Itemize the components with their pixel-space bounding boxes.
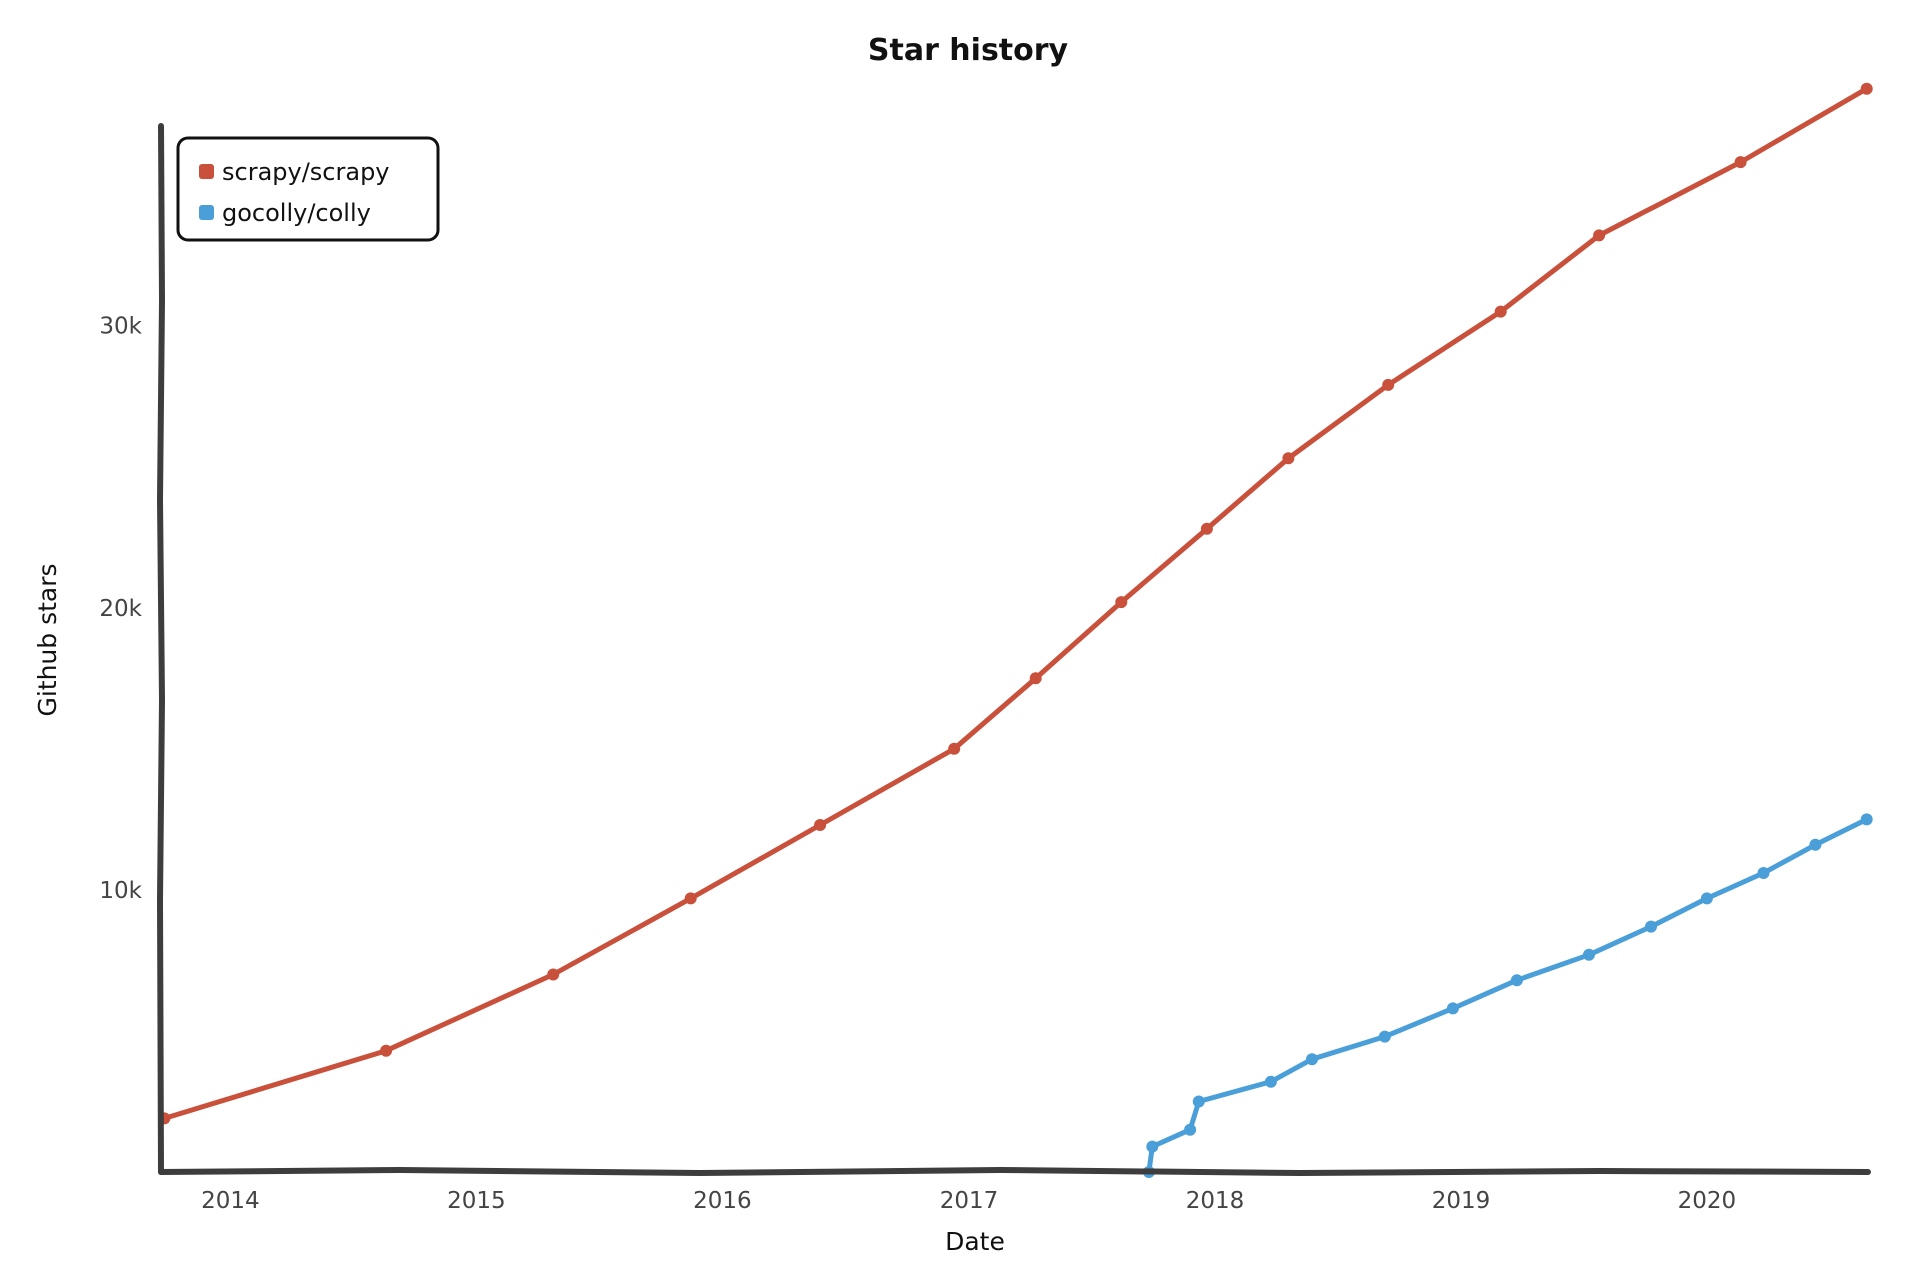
data-point-gocolly-colly	[1306, 1053, 1318, 1066]
data-point-scrapy-scrapy	[1115, 596, 1128, 609]
data-point-scrapy-scrapy	[1494, 305, 1507, 318]
data-point-gocolly-colly	[1264, 1075, 1277, 1088]
axes	[156, 123, 1871, 1177]
data-point-gocolly-colly	[1860, 813, 1873, 826]
x-tick-label: 2015	[447, 1188, 506, 1214]
data-point-gocolly-colly	[1757, 867, 1770, 879]
legend-box	[176, 136, 440, 242]
legend-swatch-scrapy	[199, 164, 214, 179]
legend-swatch-colly	[199, 205, 214, 220]
x-axis-label: Date	[945, 1227, 1005, 1256]
legend-label-scrapy: scrapy/scrapy	[222, 158, 390, 186]
y-tick-label: 30k	[99, 314, 142, 340]
legend: scrapy/scrapy gocolly/colly	[176, 136, 440, 242]
data-point-scrapy-scrapy	[1734, 156, 1747, 169]
chart-title: Star history	[868, 33, 1069, 68]
data-point-scrapy-scrapy	[380, 1044, 393, 1057]
data-point-scrapy-scrapy	[1593, 229, 1606, 242]
x-tick-label: 2017	[940, 1188, 999, 1214]
data-point-scrapy-scrapy	[814, 819, 827, 831]
data-point-scrapy-scrapy	[684, 892, 697, 905]
data-point-gocolly-colly	[1809, 838, 1822, 851]
series-layer	[158, 82, 1873, 1178]
data-point-gocolly-colly	[1510, 974, 1523, 987]
x-tick-labels: 2014 2015 2016 2017 2018 2019 2020	[201, 1188, 1736, 1214]
x-tick-label: 2014	[201, 1188, 260, 1214]
x-tick-label: 2020	[1678, 1188, 1737, 1214]
x-axis-line	[158, 1166, 1871, 1177]
y-axis-label: Github stars	[33, 563, 62, 716]
x-tick-label: 2016	[693, 1188, 752, 1214]
y-tick-label: 10k	[99, 878, 142, 904]
data-point-scrapy-scrapy	[1860, 82, 1873, 95]
data-point-gocolly-colly	[1184, 1123, 1197, 1136]
y-tick-labels: 10k 20k 30k	[99, 314, 142, 904]
data-point-gocolly-colly	[1446, 1002, 1459, 1015]
data-point-scrapy-scrapy	[1282, 452, 1295, 465]
data-point-gocolly-colly	[1378, 1030, 1391, 1043]
data-point-gocolly-colly	[1146, 1140, 1159, 1153]
x-tick-label: 2019	[1432, 1188, 1491, 1214]
data-point-gocolly-colly	[1700, 892, 1713, 905]
y-axis-line	[156, 123, 166, 1175]
legend-label-colly: gocolly/colly	[222, 199, 371, 227]
data-point-gocolly-colly	[1192, 1095, 1205, 1108]
data-point-gocolly-colly	[1583, 948, 1595, 961]
y-tick-label: 20k	[99, 596, 142, 622]
data-point-scrapy-scrapy	[547, 968, 560, 981]
data-point-scrapy-scrapy	[1200, 522, 1213, 535]
data-point-scrapy-scrapy	[1029, 672, 1042, 685]
data-point-gocolly-colly	[1645, 920, 1657, 933]
x-tick-label: 2018	[1186, 1188, 1245, 1214]
data-point-scrapy-scrapy	[1382, 378, 1395, 391]
series-line-scrapy-scrapy	[161, 86, 1870, 1121]
data-point-scrapy-scrapy	[948, 742, 961, 755]
